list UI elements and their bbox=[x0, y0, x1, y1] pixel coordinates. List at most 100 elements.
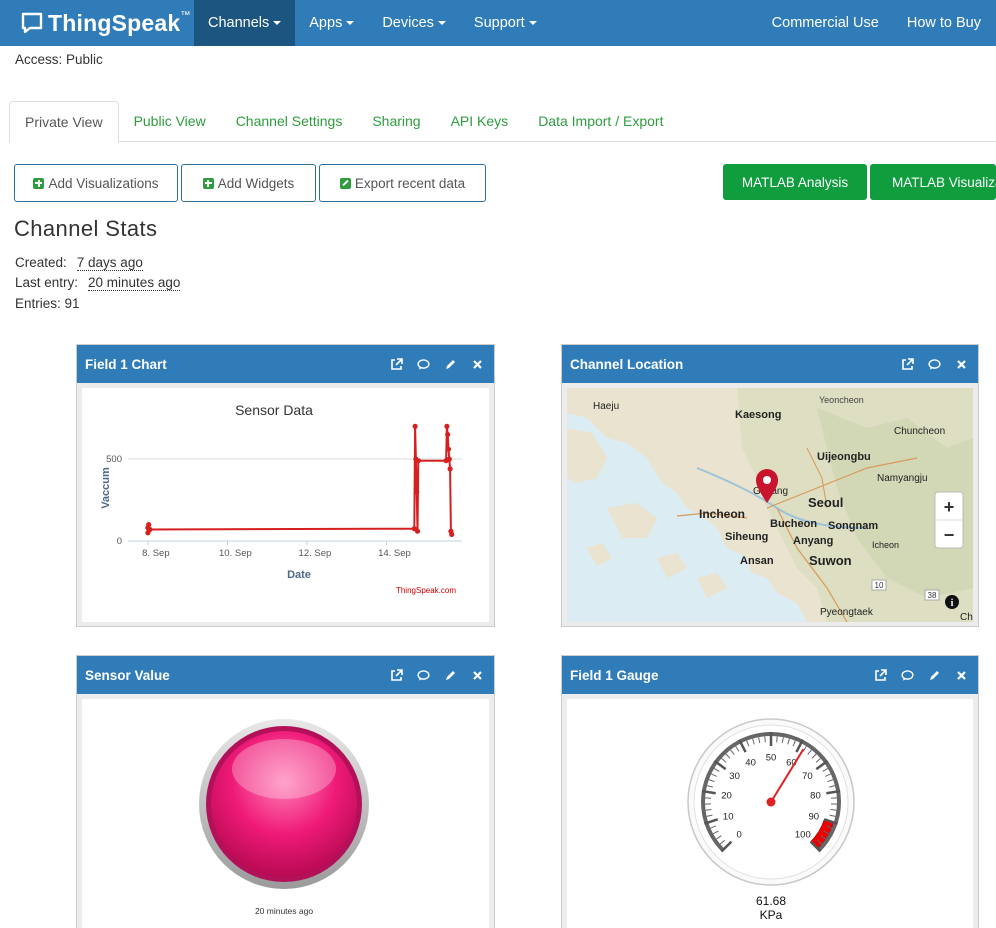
gauge-tick-label: 70 bbox=[802, 771, 813, 782]
chart-point[interactable] bbox=[412, 423, 418, 429]
panel-header: Channel Location bbox=[562, 345, 978, 383]
add-visualizations-label: Add Visualizations bbox=[48, 175, 159, 191]
nav-how-to-buy[interactable]: How to Buy bbox=[906, 15, 981, 31]
chart-point[interactable] bbox=[449, 531, 455, 537]
route-badge: 38 bbox=[928, 591, 937, 600]
gauge-tick-label: 90 bbox=[809, 811, 820, 822]
map-body[interactable]: Haeju Kaesong Yeoncheon Chuncheon Uijeon… bbox=[567, 388, 973, 622]
chart-credit: ThingSpeak.com bbox=[396, 586, 456, 595]
info-icon-glyph: i bbox=[951, 598, 954, 609]
close-icon[interactable] bbox=[471, 358, 484, 371]
nav-devices[interactable]: Devices bbox=[368, 0, 460, 46]
gauge-minor-tick bbox=[735, 746, 740, 752]
brand-trademark: ™ bbox=[180, 9, 191, 21]
location-map[interactable]: Haeju Kaesong Yeoncheon Chuncheon Uijeon… bbox=[567, 388, 973, 622]
zoom-in-button[interactable]: + bbox=[944, 497, 955, 517]
external-link-icon[interactable] bbox=[874, 668, 887, 682]
chart-grid bbox=[128, 458, 462, 542]
gauge-minor-tick bbox=[706, 814, 713, 817]
lamp-body: 20 minutes ago bbox=[82, 699, 489, 928]
close-icon[interactable] bbox=[955, 669, 968, 682]
map-label: Anyang bbox=[793, 535, 833, 547]
stat-last-entry-label: Last entry: bbox=[15, 275, 79, 290]
comment-icon[interactable] bbox=[901, 669, 914, 682]
close-icon[interactable] bbox=[471, 669, 484, 682]
plus-icon bbox=[202, 177, 214, 189]
tab-api-keys[interactable]: API Keys bbox=[450, 113, 509, 129]
map-marker-icon[interactable] bbox=[756, 469, 778, 503]
gauge-tick-label: 50 bbox=[766, 753, 777, 764]
gauge-tick-label: 20 bbox=[721, 790, 732, 801]
tab-sharing[interactable]: Sharing bbox=[372, 113, 421, 129]
chart-point[interactable] bbox=[415, 458, 421, 464]
pencil-icon[interactable] bbox=[444, 669, 457, 682]
tab-data-import-export[interactable]: Data Import / Export bbox=[538, 113, 664, 129]
chart-point[interactable] bbox=[414, 489, 420, 495]
comment-icon[interactable] bbox=[417, 669, 430, 682]
tab-channel-settings[interactable]: Channel Settings bbox=[235, 113, 343, 129]
info-icon[interactable] bbox=[945, 595, 959, 609]
gauge-minor-tick bbox=[815, 757, 821, 763]
nav-devices-label: Devices bbox=[382, 15, 434, 31]
comment-icon[interactable] bbox=[417, 358, 430, 371]
external-link-icon[interactable] bbox=[901, 357, 914, 371]
pencil-icon[interactable] bbox=[444, 358, 457, 371]
stat-entries: Entries: 91 bbox=[15, 296, 80, 311]
chart-point[interactable] bbox=[146, 522, 152, 528]
gauge-major-tick bbox=[738, 739, 747, 753]
gauge-minor-tick bbox=[825, 825, 832, 829]
gauge-minor-tick bbox=[706, 785, 714, 788]
chart-body: Sensor Data Vaccum Date ThingSpeak.com 0… bbox=[82, 388, 489, 622]
chart-point[interactable] bbox=[445, 431, 451, 438]
lamp-timestamp: 20 minutes ago bbox=[255, 906, 313, 916]
add-widgets-button[interactable]: Add Widgets bbox=[181, 164, 316, 202]
map-label: Icheon bbox=[872, 540, 899, 550]
export-recent-data-button[interactable]: Export recent data bbox=[319, 164, 486, 202]
gauge-body: 0 10 20 30 40 50 60 70 80 90 100 61.68 KPa bbox=[567, 699, 973, 928]
caret-down-icon bbox=[346, 21, 355, 25]
matlab-visualizations-button[interactable]: MATLAB Visualizations bbox=[870, 164, 996, 200]
gauge-major-tick bbox=[809, 840, 822, 853]
gauge-tick-label: 100 bbox=[795, 829, 811, 840]
chart-x-tick: 14. Sep bbox=[378, 548, 411, 559]
close-icon[interactable] bbox=[955, 358, 968, 371]
gauge-minor-tick bbox=[829, 814, 836, 817]
external-link-icon[interactable] bbox=[390, 357, 403, 371]
nav-support-label: Support bbox=[473, 15, 525, 31]
speech-bubble-icon bbox=[21, 12, 43, 34]
zoom-out-button[interactable]: − bbox=[944, 525, 955, 545]
nav-commercial-use[interactable]: Commercial Use bbox=[771, 15, 879, 31]
nav-support[interactable]: Support bbox=[460, 0, 551, 46]
gauge-minor-tick bbox=[713, 767, 720, 772]
chart-point[interactable] bbox=[414, 528, 421, 534]
nav-channels[interactable]: Channels bbox=[194, 0, 296, 46]
gauge-minor-tick bbox=[721, 757, 727, 763]
panel-title: Field 1 Gauge bbox=[570, 667, 659, 683]
chart-point[interactable] bbox=[446, 456, 452, 462]
external-link-icon[interactable] bbox=[390, 668, 403, 682]
map-label: Ansan bbox=[740, 555, 774, 567]
gauge-tick-label: 60 bbox=[786, 757, 797, 768]
pencil-icon[interactable] bbox=[928, 669, 941, 682]
brand-name: ThingSpeak bbox=[48, 9, 181, 36]
chart-point[interactable] bbox=[147, 526, 153, 533]
nav-apps[interactable]: Apps bbox=[295, 0, 368, 46]
map-label: Yeoncheon bbox=[819, 395, 864, 405]
chart-point[interactable] bbox=[447, 466, 453, 472]
map-label: Uijeongbu bbox=[817, 451, 871, 463]
chart-point[interactable] bbox=[444, 423, 450, 429]
brand-logo[interactable]: ThingSpeak ™ bbox=[0, 0, 194, 46]
matlab-analysis-button[interactable]: MATLAB Analysis bbox=[723, 164, 867, 200]
map-label: Siheung bbox=[725, 531, 768, 543]
comment-icon[interactable] bbox=[928, 358, 941, 371]
map-label: Bucheon bbox=[770, 518, 817, 530]
channel-tabs: Private View Public View Channel Setting… bbox=[9, 101, 996, 143]
add-visualizations-button[interactable]: Add Visualizations bbox=[14, 164, 178, 202]
chart-point[interactable] bbox=[445, 446, 452, 452]
tab-private-view[interactable]: Private View bbox=[9, 101, 119, 143]
tab-public-view[interactable]: Public View bbox=[133, 113, 206, 129]
field1-gauge-panel: Field 1 Gauge 0 10 20 30 40 50 60 70 80 90 100 61.… bbox=[561, 655, 979, 928]
gauge-minor-tick bbox=[787, 738, 790, 745]
gauge-minor-tick bbox=[820, 835, 826, 840]
map-label: Haeju bbox=[593, 401, 619, 412]
